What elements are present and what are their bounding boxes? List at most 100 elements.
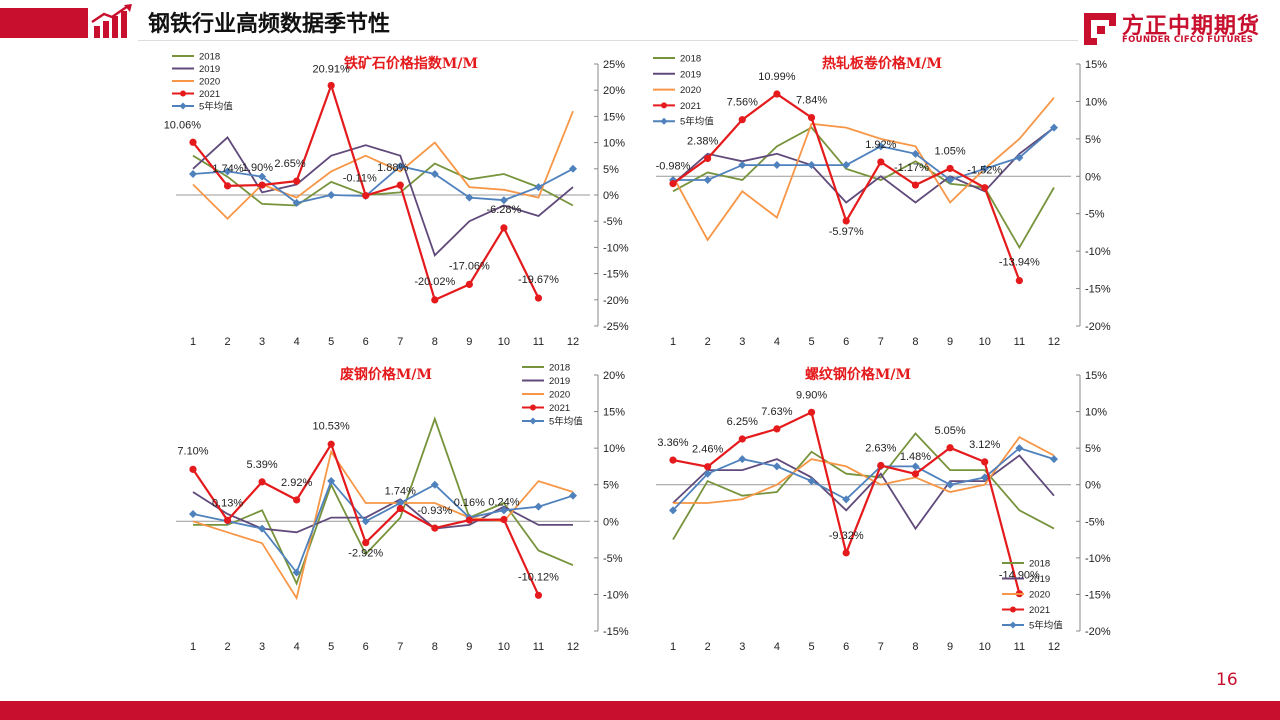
data-point-avg5 (807, 161, 816, 170)
x-tick-label: 10 (979, 336, 991, 348)
data-point-avg5 (738, 161, 747, 170)
data-point-avg5 (1050, 455, 1058, 464)
x-tick-label: 8 (912, 336, 918, 348)
data-point-2021 (293, 496, 301, 504)
x-tick-label: 6 (843, 336, 849, 348)
legend-label: 2019 (680, 69, 701, 80)
legend-label: 5年均值 (549, 416, 583, 428)
data-label-2021: -20.02% (414, 276, 455, 288)
logo-text-en: FOUNDER CIFCO FUTURES (1122, 35, 1254, 45)
y-tick-label: -25% (603, 321, 629, 333)
chart-panel-1: -25%-20%-15%-10%-5%0%5%10%15%20%25%1 2 3 4 5… (164, 52, 629, 349)
y-tick-label: -5% (603, 553, 623, 565)
data-point-avg5 (189, 170, 197, 179)
data-label-2021: -0.98% (656, 161, 691, 173)
data-point-2021 (431, 524, 439, 532)
data-point-avg5 (361, 517, 370, 526)
data-point-2021 (704, 154, 712, 163)
y-tick-label: 10% (1085, 96, 1107, 108)
x-tick-label: 9 (466, 336, 472, 348)
y-tick-label: 10% (1085, 407, 1107, 419)
data-point-avg5 (911, 462, 920, 471)
data-point-2021 (327, 81, 335, 90)
data-label-2021: 5.05% (934, 425, 965, 437)
data-point-2021 (842, 549, 850, 557)
page-title: 钢铁行业高频数据季节性 (148, 12, 391, 37)
y-tick-label: -10% (603, 242, 629, 254)
data-label-2021: -1.17% (894, 162, 929, 174)
data-point-avg5 (1015, 444, 1024, 453)
data-point-avg5 (223, 167, 232, 176)
legend-label: 2018 (199, 52, 220, 63)
data-point-avg5 (292, 568, 301, 577)
data-point-2021 (877, 461, 885, 470)
chart-panel-4: -20%-15%-10%-5%0%5%10%15%1 2 3 4 5 6 7 8 9 10 11 12… (656, 366, 1111, 653)
y-tick-label: -15% (603, 626, 629, 638)
x-tick-label: 10 (498, 336, 510, 348)
data-label-2021: 1.48% (900, 451, 931, 463)
data-point-2021 (738, 116, 746, 124)
y-tick-label: -15% (603, 269, 629, 281)
data-point-avg5 (946, 480, 955, 489)
data-point-2021 (327, 440, 335, 448)
data-point-2021 (258, 478, 266, 486)
x-tick-label: 1 (190, 641, 196, 653)
data-point-avg5 (842, 161, 851, 170)
data-label-2021: 1.74% (212, 163, 243, 175)
data-point-avg5 (430, 480, 439, 489)
y-tick-label: 0% (1085, 171, 1101, 183)
data-label-2021: 7.56% (727, 97, 758, 109)
data-label-2021: -0.93% (417, 505, 452, 517)
data-point-2021 (189, 138, 197, 146)
data-label-2021: -5.97% (829, 226, 864, 238)
data-point-avg5 (569, 491, 577, 500)
data-point-avg5 (327, 191, 336, 199)
data-label-2021: -13.94% (999, 257, 1040, 269)
y-tick-label: -15% (1085, 284, 1111, 296)
x-tick-label: 9 (466, 641, 472, 653)
data-point-2021 (704, 463, 712, 471)
data-point-2021 (773, 425, 781, 433)
data-point-avg5 (703, 469, 712, 478)
y-tick-label: 20% (603, 370, 625, 382)
series-line-avg5 (672, 447, 1055, 511)
founder-logo-icon (1084, 13, 1116, 45)
x-tick-label: 5 (808, 641, 814, 653)
legend-label: 2020 (549, 390, 570, 401)
data-point-avg5 (1050, 123, 1058, 132)
chart-panel-3: -15%-10%-5%0%5%10%15%20%1 2 3 4 5 6 7 8 9 10 11 12废… (176, 363, 629, 653)
x-tick-label: 3 (259, 336, 265, 348)
data-point-avg5 (911, 149, 920, 158)
data-point-avg5 (980, 164, 989, 173)
x-tick-label: 8 (432, 641, 438, 653)
legend-marker (530, 404, 536, 411)
x-tick-label: 4 (774, 336, 780, 348)
data-label-2021: 6.25% (727, 416, 758, 428)
series-line-avg5 (673, 126, 1055, 182)
data-label-2021: 3.12% (969, 439, 1000, 451)
y-tick-label: -20% (603, 295, 629, 307)
y-tick-label: 5% (603, 480, 619, 492)
legend-label: 5年均值 (680, 116, 714, 128)
legend-label: 2019 (549, 376, 570, 387)
y-tick-label: -10% (1085, 553, 1111, 565)
header-divider (138, 40, 1078, 41)
y-tick-label: 10% (603, 443, 625, 455)
data-label-2021: 7.10% (177, 445, 208, 457)
y-tick-label: -5% (1085, 209, 1105, 221)
data-point-2021 (189, 465, 197, 473)
x-tick-label: 6 (363, 336, 369, 348)
data-label-2021: 1.92% (865, 139, 896, 151)
y-tick-label: 20% (603, 85, 625, 97)
data-point-2021 (362, 539, 370, 547)
x-tick-label: 3 (739, 641, 745, 653)
data-point-avg5 (465, 193, 474, 202)
data-label-2021: 9.90% (796, 389, 827, 401)
data-label-2021: 2.38% (687, 135, 718, 147)
data-label-2021: -6.28% (486, 204, 521, 216)
data-point-avg5 (258, 524, 267, 533)
y-tick-label: 0% (603, 190, 619, 202)
x-tick-label: 7 (878, 641, 884, 653)
x-tick-label: 1 (670, 641, 676, 653)
x-tick-label: 7 (397, 641, 403, 653)
